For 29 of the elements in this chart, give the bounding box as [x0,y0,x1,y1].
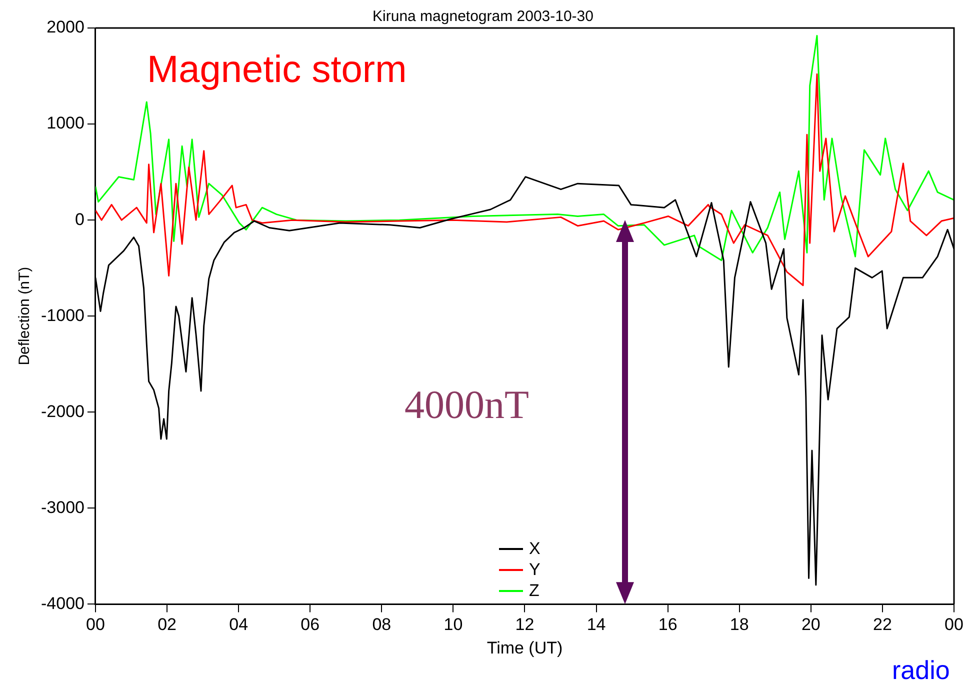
legend-label: X [528,538,540,560]
y-tick-label: 1000 [46,114,84,133]
x-tick-label: 02 [158,615,176,634]
legend-label: Z [528,580,540,602]
annotation: Magnetic storm [146,49,407,92]
y-tick-label: -3000 [40,498,84,517]
y-tick-label: 2000 [46,18,84,37]
y-tick-label: -1000 [40,306,84,325]
x-tick-label: 00 [944,615,964,634]
x-tick-label: 08 [372,615,392,634]
chart-title: Kiruna magnetogram 2003-10-30 [372,8,594,26]
annotation: 4000nT [404,382,529,428]
y-axis-title: Deflection (nT) [16,266,34,366]
legend-label: Y [528,559,540,580]
x-tick-label: 10 [444,615,463,634]
y-tick-label: 0 [75,210,84,229]
text: radio [892,655,950,685]
y-tick-label: -2000 [40,402,84,421]
x-tick-label: 14 [586,615,606,634]
x-tick-label: 22 [872,615,892,634]
x-axis-title: Time (UT) [486,638,563,658]
x-tick-label: 16 [658,615,678,634]
y-tick-label: -4000 [40,594,84,613]
x-tick-label: 18 [730,615,749,634]
x-tick-label: 06 [300,615,320,634]
x-tick-label: 20 [801,615,820,634]
x-tick-label: 00 [86,615,105,634]
x-tick-label: 12 [515,615,534,634]
x-tick-label: 04 [229,615,248,634]
